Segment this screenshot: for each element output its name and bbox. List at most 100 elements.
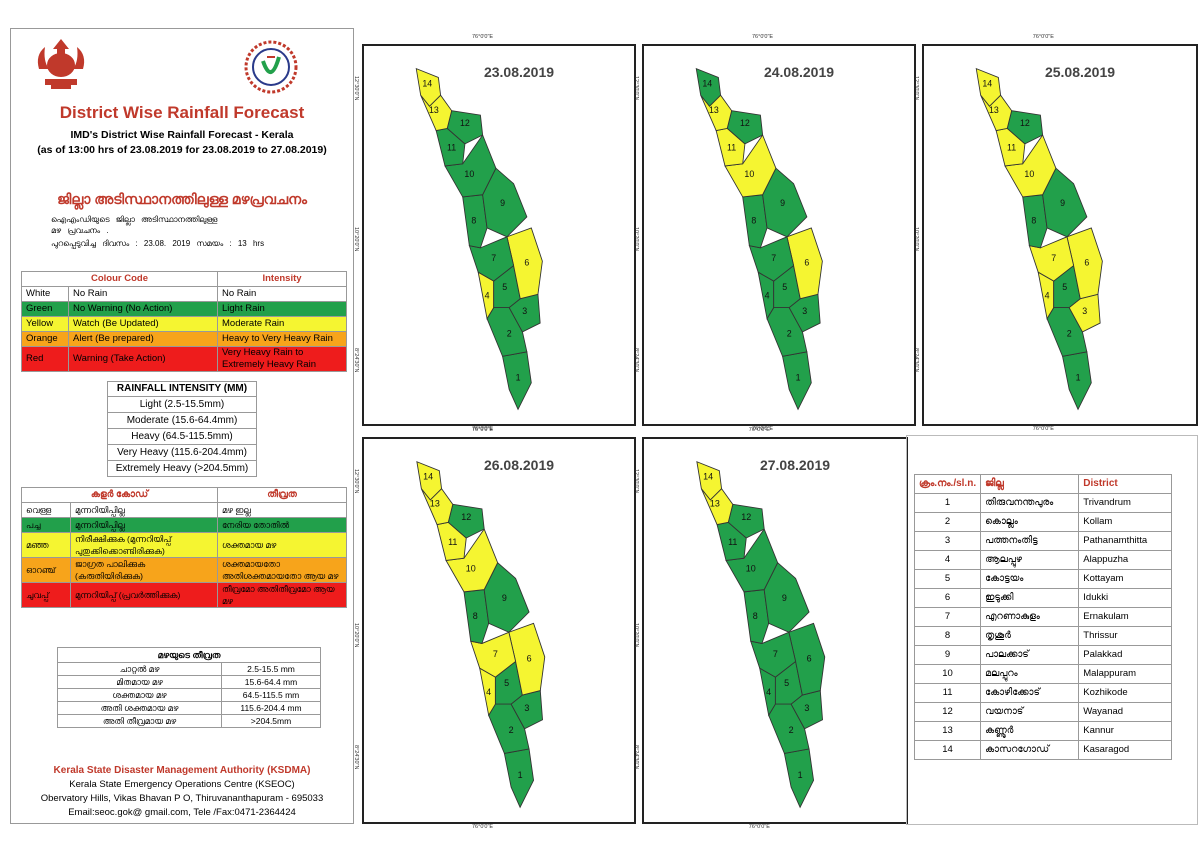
- lat-label-top: 12°30'0"N: [913, 76, 919, 101]
- lat-label-bottom: 8°24'30"N: [633, 348, 639, 373]
- district-2-label: 2: [509, 725, 514, 735]
- district-name: Wayanad: [1078, 702, 1172, 722]
- legend-panel: District Wise Rainfall Forecast IMD's Di…: [10, 28, 354, 824]
- district-10-label: 10: [464, 169, 474, 179]
- malayalam-colour-code-table: കളർ കോഡ് തീവ്രത വെള്ള മുന്നറിയിപ്പില്ല മഴ …: [21, 487, 347, 608]
- district-8-label: 8: [751, 216, 756, 226]
- district-row: 5 കോട്ടയം Kottayam: [913, 569, 1172, 589]
- district-13-label: 13: [430, 499, 440, 509]
- intensity-header: Intensity: [217, 271, 347, 287]
- ml-colour-action: മുന്നറിയിപ്പില്ല: [70, 517, 218, 533]
- ml-colour-name: ചുവപ്പ്: [21, 582, 71, 608]
- ml-colour-intensity: മഴ ഇല്ല: [217, 502, 347, 518]
- district-10-label: 10: [1024, 169, 1034, 179]
- district-number: 12: [913, 702, 982, 722]
- district-9-label: 9: [1060, 198, 1065, 208]
- district-name: Idukki: [1078, 588, 1172, 608]
- colour-name: Yellow: [21, 316, 69, 332]
- lat-label-bottom: 8°24'30"N: [353, 745, 359, 770]
- ml-intensity-header: തീവ്രത: [217, 487, 347, 503]
- district-11-label: 11: [728, 537, 737, 547]
- lat-label-mid: 10°20'0"N: [353, 622, 359, 648]
- district-1-label: 1: [1076, 373, 1081, 383]
- district-number: 13: [913, 721, 982, 741]
- ml-district-header: ജില്ല: [980, 474, 1080, 494]
- district-name: Kottayam: [1078, 569, 1172, 589]
- ml-intensity-range: 64.5-115.5 mm: [221, 688, 321, 702]
- ml-colour-action: നിരീക്ഷിക്കുക (മുന്നറിയിപ്പ് പുതുക്കിക്ക…: [70, 532, 218, 558]
- ml-colour-name: ഓറഞ്ച്: [21, 557, 71, 583]
- malayalam-timestamp: പുറപ്പെടുവിച്ച ദിവസം : 23.08. 2019 സമയം …: [51, 239, 265, 248]
- district-name: Kannur: [1078, 721, 1172, 741]
- map-date: 24.08.2019: [763, 64, 835, 80]
- district-5-label: 5: [784, 678, 789, 688]
- district-14-label: 14: [422, 78, 432, 88]
- district-1-label: 1: [516, 373, 521, 383]
- ml-colour-code-header: കളർ കോഡ്: [21, 487, 218, 503]
- district-8-label: 8: [753, 611, 758, 621]
- ksdma-contact: Email:seoc.gok@ gmail.com, Tele /Fax:047…: [68, 807, 296, 818]
- district-5-label: 5: [782, 282, 787, 292]
- lon-label-bottom: 76°0'0"E: [472, 824, 494, 830]
- district-ml-name: പത്തനംതിട്ട: [980, 531, 1080, 551]
- district-2-label: 2: [507, 328, 512, 338]
- colour-action: Alert (Be prepared): [68, 331, 218, 347]
- ml-intensity-range: >204.5mm: [221, 714, 321, 728]
- district-row: 6 ഇടുക്കി Idukki: [913, 588, 1172, 608]
- district-ml-name: കൊല്ലം: [980, 512, 1080, 532]
- colour-code-row: Yellow Watch (Be Updated) Moderate Rain: [21, 316, 347, 332]
- map-date: 25.08.2019: [1044, 64, 1116, 80]
- district-row: 13 കണ്ണൂർ Kannur: [913, 721, 1172, 741]
- kseoc-name: Kerala State Emergency Operations Centre…: [69, 779, 295, 790]
- district-3-label: 3: [804, 703, 809, 713]
- district-7-label: 7: [493, 649, 498, 659]
- district-1-label: 1: [796, 373, 801, 383]
- district-9-label: 9: [780, 198, 785, 208]
- colour-code-row: White No Rain No Rain: [21, 286, 347, 302]
- district-6-label: 6: [1084, 258, 1089, 268]
- lat-label-top: 12°30'0"N: [633, 76, 639, 101]
- ml-colour-name: പച്ച: [21, 517, 71, 533]
- intensity-range: Light (2.5-15.5mm): [107, 396, 257, 413]
- ml-colour-code-row: വെള്ള മുന്നറിയിപ്പില്ല മഴ ഇല്ല: [21, 502, 347, 518]
- district-4-label: 4: [485, 291, 490, 301]
- district-row: 11 കോഴിക്കോട് Kozhikode: [913, 683, 1172, 703]
- lat-label-mid: 10°20'0"N: [633, 227, 639, 252]
- forecast-subtitle: IMD's District Wise Rainfall Forecast - …: [70, 129, 294, 141]
- malayalam-intensity-table: മഴയുടെ തീവ്രത ചാറ്റൽ മഴ 2.5-15.5 mm മിതമായ…: [57, 647, 321, 728]
- district-table: ക്രം.നം./sl.n. ജില്ല District 1 തിരുവനന്ത…: [913, 474, 1172, 760]
- district-14-region: [416, 461, 443, 501]
- forecast-map: 23.08.2019 76°0'0"E 76°0'0"E 12°30'0"N 10°20…: [353, 34, 636, 432]
- colour-intensity: Light Rain: [217, 301, 347, 317]
- district-6-label: 6: [527, 653, 532, 663]
- district-8-label: 8: [473, 611, 478, 621]
- kerala-emblem-logo: [37, 39, 85, 89]
- colour-action: No Rain: [68, 286, 218, 302]
- colour-name: Green: [21, 301, 69, 317]
- malayalam-title: ജില്ലാ അടിസ്ഥാനത്തിലുള്ള മഴപ്രവചനം: [57, 191, 307, 207]
- ml-colour-intensity: ശക്തമായ മഴ: [217, 532, 347, 558]
- lat-label-mid: 10°20'0"N: [353, 227, 359, 252]
- district-row: 7 എറണാകുളം Ernakulam: [913, 607, 1172, 627]
- district-7-label: 7: [491, 253, 496, 263]
- district-header: District: [1078, 474, 1172, 494]
- district-11-label: 11: [448, 537, 457, 547]
- district-2-label: 2: [1067, 328, 1072, 338]
- ksdma-logo: [244, 40, 298, 94]
- district-ml-name: കോട്ടയം: [980, 569, 1080, 589]
- district-name: Ernakulam: [1078, 607, 1172, 627]
- district-13-label: 13: [989, 105, 999, 115]
- district-12-label: 12: [460, 118, 470, 128]
- district-3-label: 3: [1082, 306, 1087, 316]
- district-6-label: 6: [807, 653, 812, 663]
- district-11-label: 11: [447, 143, 456, 153]
- district-name: Thrissur: [1078, 626, 1172, 646]
- district-7-label: 7: [771, 253, 776, 263]
- district-10-label: 10: [744, 169, 754, 179]
- district-row: 8 തൃശൂർ Thrissur: [913, 626, 1172, 646]
- district-ml-name: തിരുവനന്തപുരം: [980, 493, 1080, 513]
- district-ml-name: പാലക്കാട്: [980, 645, 1080, 665]
- district-number: 10: [913, 664, 982, 684]
- lat-label-mid: 10°20'0"N: [633, 622, 639, 648]
- district-number: 6: [913, 588, 982, 608]
